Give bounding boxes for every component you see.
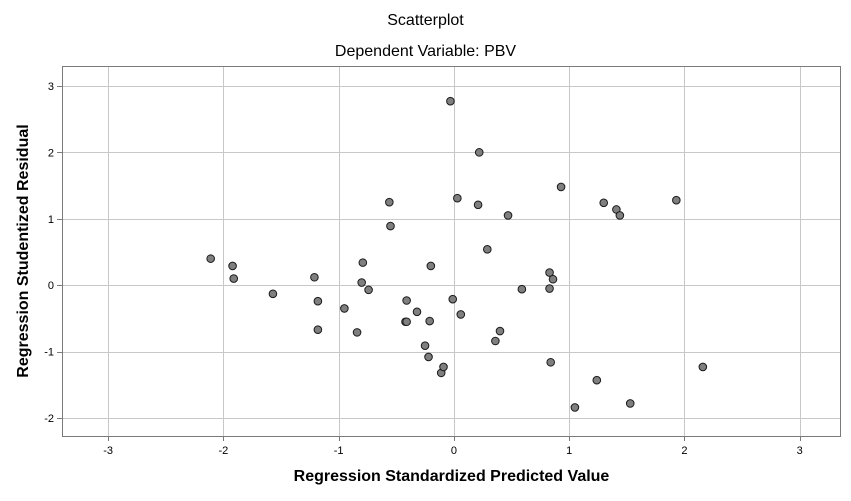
data-point	[402, 296, 411, 305]
data-point	[474, 148, 484, 157]
data-point	[483, 245, 492, 254]
x-tick-label: 2	[681, 445, 687, 457]
data-point	[517, 284, 527, 294]
data-point	[364, 285, 373, 295]
data-point	[592, 375, 602, 385]
y-tick-label: 2	[48, 147, 54, 159]
data-point	[385, 197, 394, 207]
data-point	[268, 289, 278, 299]
data-points	[206, 96, 708, 412]
data-point	[698, 362, 708, 372]
x-axis-label: Regression Standardized Predicted Value	[293, 468, 610, 485]
data-point	[424, 352, 433, 362]
data-point	[545, 284, 554, 293]
x-tick-label: -3	[103, 445, 113, 457]
data-point	[340, 304, 349, 313]
grid-lines	[62, 66, 840, 436]
x-tick-label: -1	[334, 445, 344, 457]
y-tick-label: 1	[48, 214, 54, 226]
x-tick-label: -2	[218, 445, 228, 457]
data-point	[352, 328, 362, 337]
data-point	[425, 316, 434, 326]
y-tick-label: -1	[44, 347, 54, 359]
data-point	[448, 294, 458, 304]
data-point	[357, 278, 366, 287]
data-point	[456, 310, 466, 319]
data-point	[446, 96, 455, 106]
x-tick-label: 3	[797, 445, 803, 457]
data-point	[402, 317, 411, 327]
chart-subtitle: Dependent Variable: PBV	[334, 43, 517, 60]
data-point	[358, 258, 368, 267]
data-point	[495, 326, 505, 336]
data-point	[310, 272, 319, 282]
data-point	[491, 336, 500, 346]
y-axis-label: Regression Studentized Residual	[15, 124, 32, 378]
data-point	[503, 211, 513, 220]
data-point	[556, 182, 566, 192]
data-point	[546, 357, 555, 367]
y-tick-label: 0	[48, 280, 54, 292]
x-tick-label: 0	[451, 445, 457, 457]
data-point	[313, 325, 323, 335]
data-point	[453, 193, 462, 203]
plot-frame	[62, 66, 841, 437]
data-point	[426, 261, 436, 271]
x-tick-label: 1	[566, 445, 572, 457]
data-point	[386, 221, 395, 231]
y-tick-label: -2	[44, 413, 54, 425]
data-point	[672, 195, 681, 205]
data-point	[548, 274, 558, 284]
data-point	[615, 211, 625, 220]
data-point	[206, 254, 215, 263]
data-point	[228, 261, 237, 271]
tick-labels: -3 -2 -1 0 1 2 3 -2 -1 0 1 2 3	[44, 81, 803, 457]
data-point	[599, 198, 609, 208]
data-point	[625, 399, 635, 408]
data-point	[412, 307, 422, 317]
data-point	[473, 200, 483, 210]
data-point	[545, 268, 554, 277]
data-point	[420, 341, 430, 350]
data-point	[570, 403, 580, 412]
data-point	[229, 274, 239, 283]
data-point	[313, 296, 323, 306]
data-point	[439, 362, 448, 372]
chart-title: Scatterplot	[387, 12, 464, 29]
y-tick-label: 3	[48, 81, 54, 93]
